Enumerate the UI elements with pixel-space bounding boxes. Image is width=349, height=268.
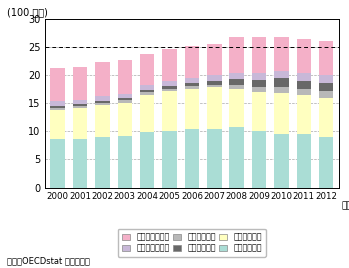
Bar: [50, 102, 65, 106]
Bar: [95, 96, 110, 100]
Bar: [252, 87, 266, 92]
Bar: [207, 85, 222, 87]
Bar: [140, 54, 155, 85]
Bar: [229, 79, 244, 85]
Bar: [73, 139, 87, 188]
Bar: [274, 133, 289, 188]
Bar: [207, 81, 222, 85]
Bar: [252, 80, 266, 87]
Bar: [73, 104, 87, 106]
Bar: [207, 75, 222, 81]
Bar: [297, 89, 311, 95]
Text: （年）: （年）: [341, 201, 349, 210]
Bar: [162, 86, 177, 89]
Bar: [185, 83, 199, 86]
Bar: [50, 106, 65, 108]
Bar: [274, 37, 289, 71]
Bar: [252, 73, 266, 80]
Bar: [185, 78, 199, 83]
Bar: [297, 95, 311, 134]
Text: (100 万人): (100 万人): [7, 7, 48, 17]
Bar: [229, 73, 244, 79]
Bar: [207, 44, 222, 75]
Bar: [297, 81, 311, 89]
Bar: [140, 90, 155, 92]
Bar: [118, 136, 132, 188]
Bar: [185, 129, 199, 188]
Bar: [162, 49, 177, 81]
Bar: [95, 100, 110, 103]
Bar: [73, 67, 87, 100]
Bar: [252, 92, 266, 131]
Bar: [207, 87, 222, 129]
Bar: [274, 71, 289, 79]
Bar: [252, 37, 266, 73]
Bar: [95, 62, 110, 96]
Bar: [319, 98, 334, 137]
Bar: [95, 105, 110, 137]
Bar: [319, 91, 334, 98]
Bar: [50, 139, 65, 188]
Bar: [73, 106, 87, 108]
Bar: [185, 86, 199, 88]
Legend: 非労働力（女）, 非労働力（男）, 失業者（女）, 失業者（男）, 就労者（女）, 就労者（男）: 非労働力（女）, 非労働力（男）, 失業者（女）, 失業者（男）, 就労者（女）…: [118, 229, 266, 257]
Text: 資料：OECDstat から作成。: 資料：OECDstat から作成。: [7, 256, 90, 265]
Bar: [274, 79, 289, 87]
Bar: [162, 89, 177, 91]
Bar: [185, 88, 199, 129]
Bar: [319, 75, 334, 83]
Bar: [319, 137, 334, 188]
Bar: [229, 85, 244, 88]
Bar: [95, 103, 110, 105]
Bar: [50, 68, 65, 102]
Bar: [118, 98, 132, 100]
Bar: [50, 108, 65, 110]
Bar: [140, 95, 155, 132]
Bar: [140, 132, 155, 188]
Bar: [162, 81, 177, 86]
Bar: [297, 39, 311, 73]
Bar: [118, 60, 132, 94]
Bar: [274, 87, 289, 93]
Bar: [118, 94, 132, 98]
Bar: [118, 103, 132, 136]
Bar: [229, 127, 244, 188]
Bar: [162, 91, 177, 131]
Bar: [50, 110, 65, 139]
Bar: [118, 100, 132, 103]
Bar: [162, 131, 177, 188]
Bar: [252, 131, 266, 188]
Bar: [274, 93, 289, 133]
Bar: [319, 83, 334, 91]
Bar: [95, 137, 110, 188]
Bar: [229, 88, 244, 127]
Bar: [297, 73, 311, 81]
Bar: [229, 37, 244, 73]
Bar: [140, 92, 155, 95]
Bar: [140, 85, 155, 90]
Bar: [73, 100, 87, 104]
Bar: [319, 41, 334, 75]
Bar: [185, 46, 199, 78]
Bar: [297, 134, 311, 188]
Bar: [73, 108, 87, 139]
Bar: [207, 129, 222, 188]
